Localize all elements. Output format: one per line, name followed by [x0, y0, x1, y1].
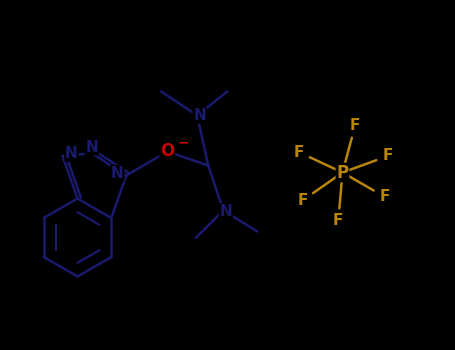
- Text: F: F: [298, 193, 308, 208]
- Text: O: O: [160, 141, 174, 160]
- Text: N: N: [86, 140, 98, 155]
- Text: N: N: [219, 204, 232, 219]
- Text: F: F: [379, 189, 389, 204]
- Text: N: N: [193, 108, 206, 123]
- Text: N: N: [111, 166, 124, 181]
- Text: P: P: [336, 163, 349, 182]
- Text: F: F: [350, 118, 360, 133]
- Text: −: −: [177, 135, 189, 149]
- Text: F: F: [333, 213, 344, 228]
- Text: N: N: [65, 146, 78, 161]
- Text: F: F: [293, 145, 304, 160]
- Text: F: F: [383, 148, 393, 163]
